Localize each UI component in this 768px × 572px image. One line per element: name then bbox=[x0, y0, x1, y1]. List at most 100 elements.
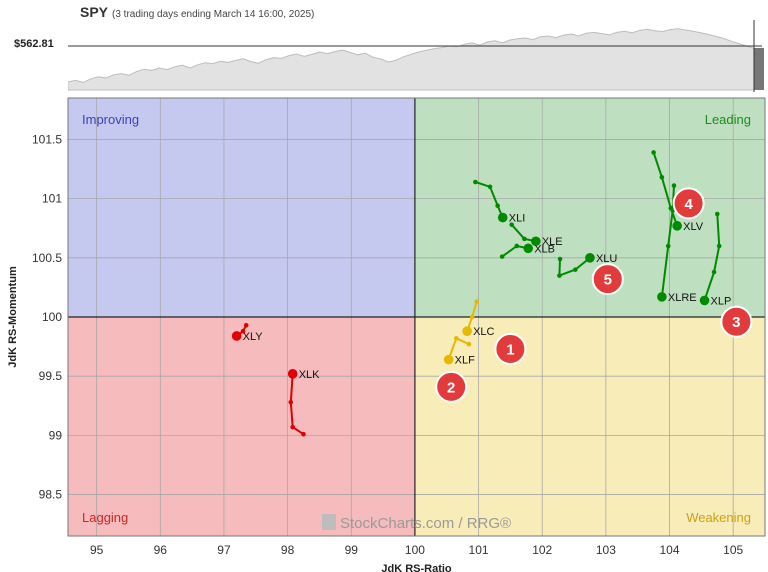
symbol-label-xlre: XLRE bbox=[668, 292, 697, 304]
watermark-text: StockCharts.com / RRG® bbox=[340, 515, 511, 532]
annotation-badge-5: 5 bbox=[591, 263, 624, 296]
badge-number: 1 bbox=[506, 341, 514, 358]
x-tick-label: 105 bbox=[723, 543, 743, 557]
head-point-xlf[interactable] bbox=[443, 354, 454, 365]
symbol-label-xly: XLY bbox=[243, 331, 264, 343]
tail-point-xlc[interactable] bbox=[474, 299, 479, 304]
tail-point-xlk[interactable] bbox=[301, 431, 306, 437]
tail-point-xli[interactable] bbox=[487, 184, 493, 190]
head-point-xli[interactable] bbox=[497, 212, 508, 223]
symbol-label-xle: XLE bbox=[542, 236, 563, 248]
symbol-label-xlc: XLC bbox=[473, 326, 494, 338]
stockcharts-logo-icon bbox=[322, 514, 336, 530]
quadrant-lagging bbox=[68, 317, 415, 536]
tail-line-xlp bbox=[703, 213, 721, 301]
quadrant-backgrounds bbox=[68, 98, 765, 536]
tail-point-xlre[interactable] bbox=[671, 183, 677, 188]
tail-point-xlp[interactable] bbox=[714, 211, 720, 217]
annotation-badge-1: 1 bbox=[494, 332, 527, 365]
tail-line-xli bbox=[475, 181, 504, 218]
last-price-label: $562.81 bbox=[14, 38, 54, 50]
head-point-xlre[interactable] bbox=[657, 292, 667, 302]
benchmark-symbol: SPY bbox=[80, 4, 109, 20]
x-tick-label: 102 bbox=[532, 543, 552, 557]
x-axis-title: JdK RS-Ratio bbox=[381, 563, 452, 572]
badge-circle bbox=[591, 263, 624, 296]
tail-xlv: XLV bbox=[651, 150, 704, 233]
tail-point-xlv[interactable] bbox=[651, 150, 656, 155]
tail-point-xlu[interactable] bbox=[573, 267, 578, 272]
annotation-badge-2: 2 bbox=[435, 370, 468, 403]
tail-point-xli[interactable] bbox=[473, 179, 478, 185]
y-tick-label: 100 bbox=[42, 310, 62, 324]
tail-xli: XLI bbox=[473, 179, 526, 225]
tail-point-xly[interactable] bbox=[243, 322, 249, 328]
symbol-label-xlv: XLV bbox=[683, 221, 704, 233]
tail-point-xle[interactable] bbox=[509, 222, 514, 227]
tail-point-xlc[interactable] bbox=[469, 314, 475, 320]
spy-price-panel: SPY (3 trading days ending March 14 16:00… bbox=[0, 0, 768, 96]
y-axis-title: JdK RS-Momentum bbox=[7, 266, 19, 368]
annotation-badges: 1 2 3 4 5 bbox=[435, 187, 753, 403]
tail-point-xlf[interactable] bbox=[453, 336, 459, 341]
badge-circle bbox=[494, 332, 527, 365]
quadrant-improving bbox=[68, 98, 415, 317]
tail-line-xlk bbox=[289, 373, 305, 436]
x-tick-label: 98 bbox=[281, 543, 295, 557]
tail-xlk: XLK bbox=[287, 369, 320, 437]
tail-point-xlu[interactable] bbox=[557, 273, 562, 278]
badge-number: 5 bbox=[604, 272, 612, 289]
x-tick-label: 101 bbox=[469, 543, 489, 557]
tail-point-xli[interactable] bbox=[495, 203, 500, 209]
tail-line-xlu bbox=[558, 257, 591, 277]
symbol-label-xlp: XLP bbox=[711, 295, 732, 307]
head-point-xlc[interactable] bbox=[462, 326, 472, 337]
tail-xlb: XLB bbox=[499, 243, 555, 259]
tail-xly: XLY bbox=[231, 322, 264, 343]
head-point-xlk[interactable] bbox=[287, 369, 298, 379]
annotation-badge-4: 4 bbox=[672, 187, 705, 220]
tail-point-xlk[interactable] bbox=[288, 399, 294, 405]
quadrant-label-weakening: Weakening bbox=[686, 510, 751, 525]
tail-line-xlv bbox=[652, 152, 679, 227]
head-point-xlb[interactable] bbox=[523, 243, 534, 254]
symbol-label-xli: XLI bbox=[509, 213, 526, 225]
tail-point-xlu[interactable] bbox=[557, 256, 563, 262]
badge-number: 4 bbox=[684, 196, 693, 213]
tail-point-xle[interactable] bbox=[522, 236, 527, 242]
tail-point-xlp[interactable] bbox=[716, 243, 722, 249]
x-tick-label: 95 bbox=[90, 543, 104, 557]
head-point-xlp[interactable] bbox=[699, 295, 710, 306]
annotation-badge-3: 3 bbox=[720, 305, 753, 338]
chart-title: SPY (3 trading days ending March 14 16:00… bbox=[80, 4, 314, 20]
tail-point-xlk[interactable] bbox=[290, 424, 295, 430]
head-point-xlu[interactable] bbox=[585, 253, 595, 263]
rrg-chart: 95 96 97 98 99 100 101 102 103 104 105 98.5 99 99.5 10… bbox=[7, 97, 766, 572]
quadrant-weakening bbox=[414, 317, 765, 536]
tail-point-xlb[interactable] bbox=[499, 254, 505, 259]
tail-xlre: XLRE bbox=[657, 183, 697, 304]
tail-xlc: XLC bbox=[462, 299, 495, 338]
tail-line-xlre bbox=[660, 185, 675, 298]
badge-circle bbox=[672, 187, 705, 220]
badge-circle bbox=[720, 305, 753, 338]
badge-circle bbox=[435, 370, 468, 403]
head-point-xly[interactable] bbox=[231, 331, 242, 341]
tail-point-xlf[interactable] bbox=[466, 341, 472, 347]
tail-point-xlre[interactable] bbox=[665, 243, 671, 249]
y-tick-label: 99.5 bbox=[39, 369, 63, 383]
price-area bbox=[68, 28, 755, 91]
tail-point-xlv[interactable] bbox=[659, 175, 665, 180]
tail-point-xlb[interactable] bbox=[514, 243, 520, 249]
head-point-xle[interactable] bbox=[531, 236, 541, 247]
tail-point-xly[interactable] bbox=[240, 328, 246, 334]
head-point-xlv[interactable] bbox=[672, 221, 682, 231]
watermark: StockCharts.com / RRG® bbox=[322, 514, 511, 532]
x-tick-label: 97 bbox=[217, 543, 231, 557]
x-tick-label: 104 bbox=[660, 543, 680, 557]
quadrant-label-improving: Improving bbox=[82, 112, 139, 127]
quadrant-label-lagging: Lagging bbox=[82, 510, 128, 525]
symbol-label-xlu: XLU bbox=[596, 253, 617, 265]
tail-point-xlp[interactable] bbox=[711, 269, 717, 275]
